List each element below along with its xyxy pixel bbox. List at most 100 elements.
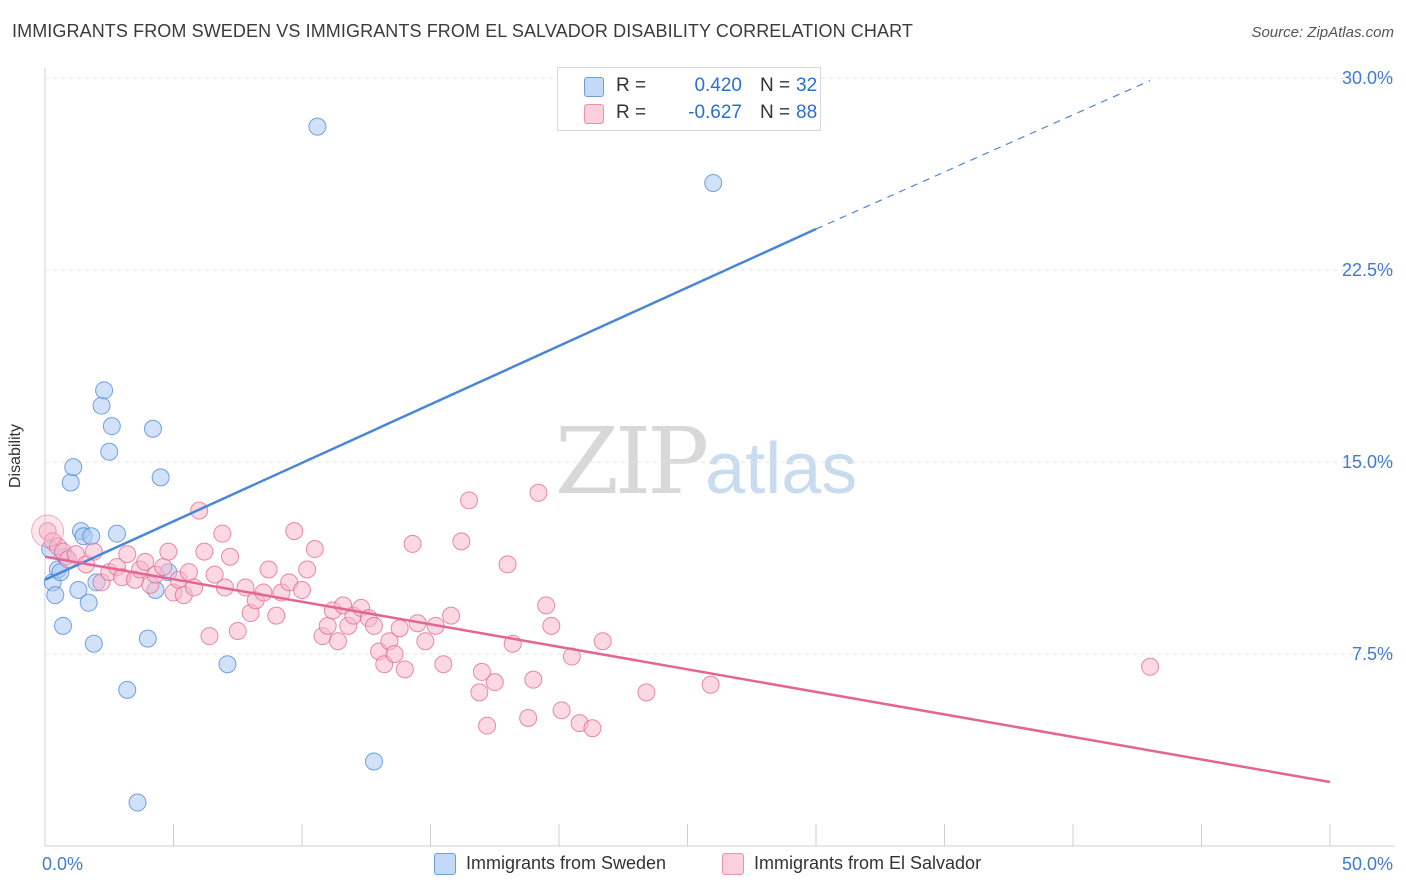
sweden-point	[704, 173, 723, 192]
el-salvador-point	[390, 619, 409, 638]
el-salvador-point	[159, 542, 178, 561]
sweden-trend-line	[44, 227, 817, 581]
bottom-legend-label-sweden: Immigrants from Sweden	[466, 853, 667, 873]
el-salvador-point	[213, 524, 232, 543]
el-salvador-point	[293, 581, 311, 599]
el-salvador-point	[221, 547, 240, 566]
data-points	[31, 117, 1160, 812]
x-tick-label: 50.0%	[1342, 854, 1393, 874]
sweden-point	[95, 381, 114, 400]
legend-n-value: 32	[796, 75, 818, 96]
el-salvador-point	[472, 662, 491, 681]
bottom-legend-swatch-el-salvador	[722, 853, 744, 875]
sweden-point	[84, 634, 103, 653]
legend-r-label: R =	[616, 102, 647, 123]
legend-swatch-sweden	[584, 77, 604, 97]
el-salvador-point	[593, 632, 612, 651]
el-salvador-point	[318, 616, 337, 635]
el-salvador-point	[485, 673, 504, 692]
grid-lines	[45, 77, 1395, 655]
sweden-point	[79, 593, 98, 612]
legend-swatch-el-salvador	[584, 104, 604, 124]
el-salvador-point	[442, 606, 461, 625]
el-salvador-point	[1141, 657, 1160, 676]
el-salvador-point	[328, 632, 347, 651]
el-salvador-point	[200, 627, 219, 646]
chart-title: IMMIGRANTS FROM SWEDEN VS IMMIGRANTS FRO…	[12, 21, 913, 41]
el-salvador-point	[416, 632, 435, 651]
legend-r-value: 0.420	[694, 75, 742, 96]
legend-n-label: N =	[760, 102, 791, 123]
sweden-point	[61, 473, 80, 492]
sweden-point	[69, 581, 88, 599]
el-salvador-cluster-point	[31, 514, 65, 548]
el-salvador-point	[637, 683, 656, 702]
y-tick-label: 15.0%	[1342, 452, 1393, 472]
el-salvador-point	[298, 560, 317, 579]
sweden-point	[218, 655, 237, 674]
legend-r-value: -0.627	[688, 102, 742, 123]
el-salvador-point	[195, 542, 214, 561]
el-salvador-point	[583, 719, 602, 738]
sweden-point	[308, 117, 327, 136]
legend-n-label: N =	[760, 75, 791, 96]
sweden-point	[53, 616, 72, 635]
el-salvador-point	[434, 655, 453, 674]
el-salvador-point	[529, 483, 548, 502]
sweden-point	[364, 752, 383, 771]
el-salvador-point	[452, 532, 471, 551]
legend-r-label: R =	[616, 75, 647, 96]
axes	[44, 68, 1395, 847]
y-tick-label: 7.5%	[1352, 644, 1393, 664]
el-salvador-point	[254, 583, 273, 602]
sweden-point	[138, 629, 157, 648]
sweden-point	[46, 586, 65, 605]
el-salvador-point	[498, 555, 517, 574]
el-salvador-point	[478, 716, 497, 735]
el-salvador-point	[519, 709, 538, 727]
el-salvador-point	[259, 560, 278, 579]
el-salvador-point	[179, 563, 198, 582]
sweden-point	[128, 793, 147, 812]
el-salvador-point	[542, 616, 561, 635]
el-salvador-point	[154, 557, 173, 576]
el-salvador-point	[537, 596, 556, 615]
sweden-point	[118, 680, 137, 699]
el-salvador-point	[364, 616, 383, 635]
el-salvador-point	[228, 621, 247, 640]
legend-n-value: 88	[796, 102, 818, 123]
el-salvador-point	[136, 552, 155, 571]
x-tick-label: 0.0%	[42, 854, 83, 874]
sweden-point	[92, 396, 111, 415]
source-label: Source: ZipAtlas.com	[1251, 24, 1394, 41]
el-salvador-point	[305, 540, 324, 559]
el-salvador-point	[470, 683, 489, 702]
sweden-point	[143, 419, 162, 438]
el-salvador-point	[205, 565, 224, 584]
tick-labels: 7.5% 15.0% 22.5% 30.0% 0.0% 50.0%	[42, 68, 1393, 874]
sweden-point	[64, 458, 83, 477]
sweden-point	[151, 468, 170, 487]
el-salvador-point	[267, 606, 286, 625]
sweden-point	[82, 527, 101, 546]
y-tick-label: 30.0%	[1342, 68, 1393, 88]
el-salvador-point	[385, 645, 404, 663]
bottom-legend-swatch-sweden	[434, 853, 456, 875]
sweden-trend-extension	[815, 80, 1151, 230]
bottom-legend-label-el-salvador: Immigrants from El Salvador	[754, 853, 982, 873]
el-salvador-trend-line	[44, 555, 1331, 784]
el-salvador-point	[395, 660, 414, 679]
el-salvador-point	[285, 522, 304, 541]
el-salvador-point	[524, 670, 543, 689]
trend-lines	[44, 80, 1331, 784]
zipatlas-watermark: ZIPatlas	[555, 408, 857, 515]
el-salvador-point	[403, 534, 422, 553]
el-salvador-point	[701, 675, 720, 694]
sweden-point	[100, 442, 119, 461]
sweden-point	[102, 417, 121, 436]
watermark-atlas: atlas	[705, 429, 858, 509]
sweden-point	[107, 524, 126, 543]
y-axis-label: Disability	[7, 423, 24, 489]
el-salvador-point	[118, 545, 137, 564]
